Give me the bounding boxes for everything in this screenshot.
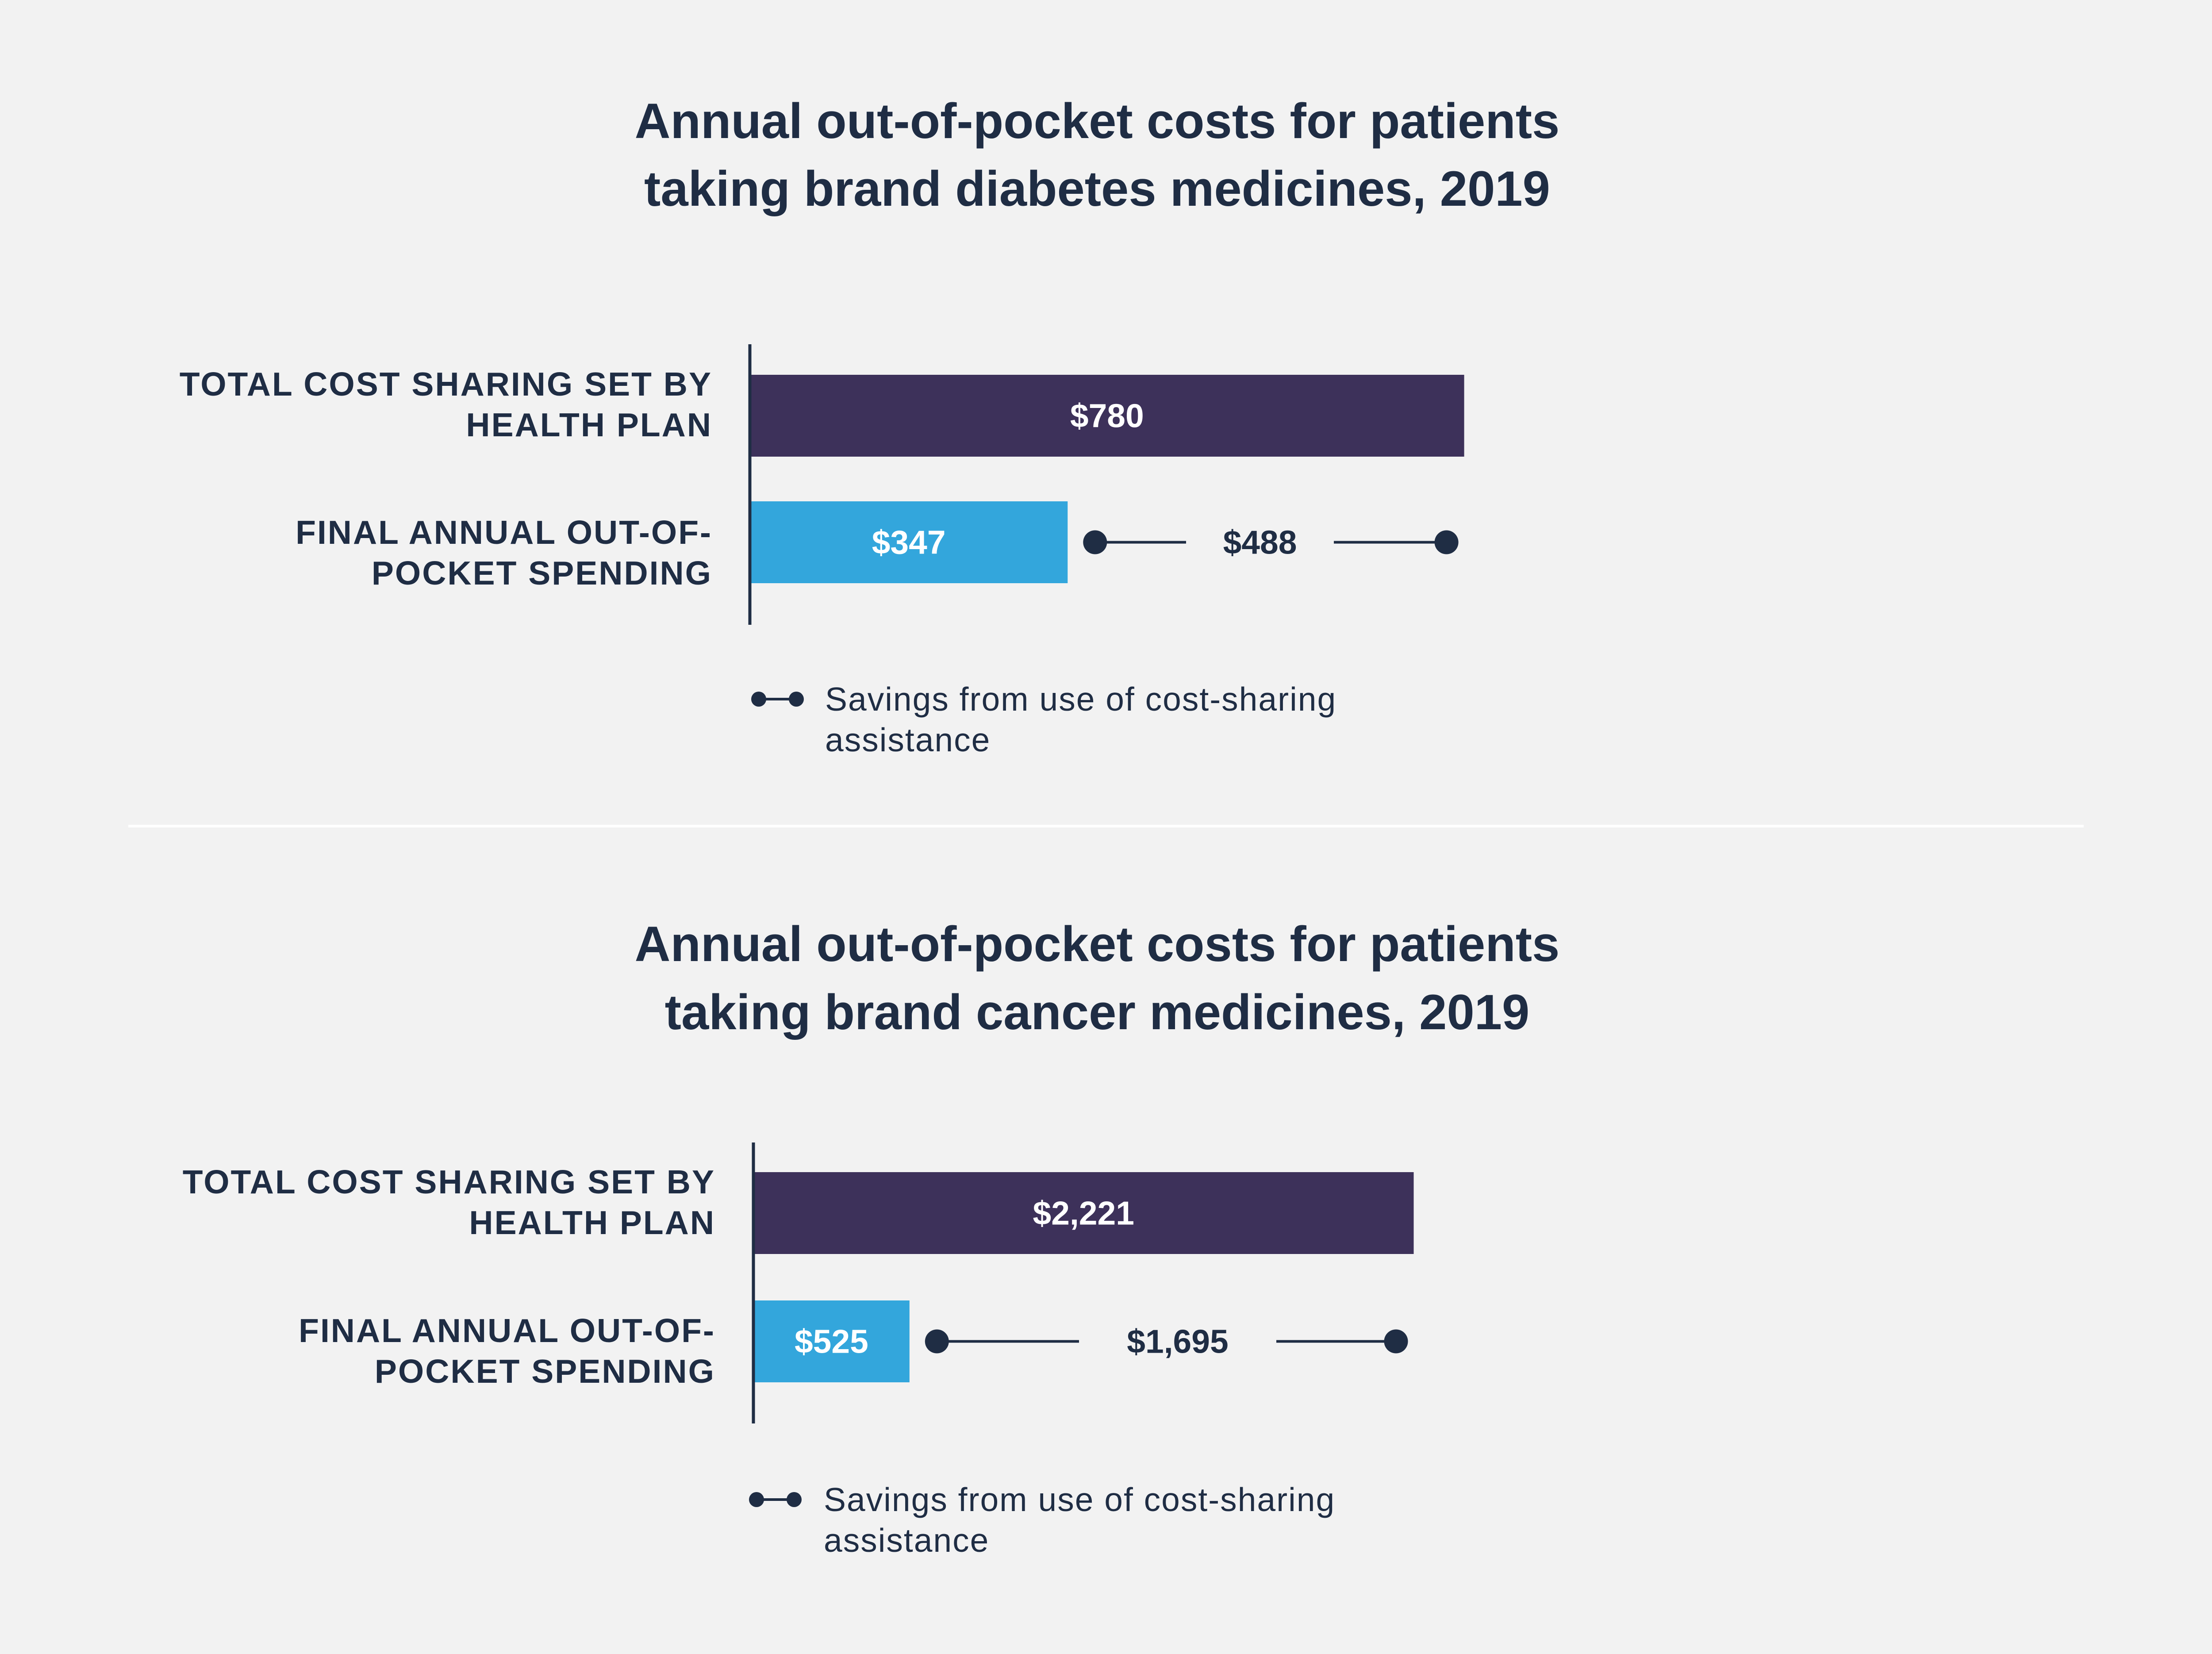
category-label: POCKET SPENDING xyxy=(372,554,712,592)
legend-label: assistance xyxy=(825,721,991,758)
legend-dot xyxy=(751,692,766,707)
total-cost-bar xyxy=(750,375,1464,457)
savings-start-dot xyxy=(1083,530,1107,554)
savings-value-label: $1,695 xyxy=(1127,1323,1228,1360)
total-cost-bar xyxy=(753,1172,1414,1254)
savings-end-dot xyxy=(1384,1329,1408,1354)
category-label: POCKET SPENDING xyxy=(375,1353,715,1390)
legend-dot xyxy=(789,692,804,707)
category-label: HEALTH PLAN xyxy=(469,1204,715,1241)
chart-title-line: Annual out-of-pocket costs for patients xyxy=(635,916,1560,972)
savings-value-label: $488 xyxy=(1223,524,1297,561)
category-label: FINAL ANNUAL OUT-OF- xyxy=(296,514,712,551)
legend-dot xyxy=(787,1492,802,1507)
savings-start-dot xyxy=(925,1329,949,1354)
bar-value-label: $780 xyxy=(1070,397,1144,435)
chart-title-line: Annual out-of-pocket costs for patients xyxy=(635,93,1560,149)
category-label: TOTAL COST SHARING SET BY xyxy=(180,365,712,403)
final-spending-bar xyxy=(750,501,1068,583)
cancer-chart: Annual out-of-pocket costs for patients t… xyxy=(183,916,1560,1559)
bar-value-label: $347 xyxy=(872,524,946,561)
bar-value-label: $2,221 xyxy=(1033,1195,1134,1232)
legend-label: Savings from use of cost-sharing xyxy=(825,681,1336,718)
diabetes-chart: Annual out-of-pocket costs for patients t… xyxy=(180,93,1560,758)
chart-title-line: taking brand diabetes medicines, 2019 xyxy=(644,161,1550,216)
bar-value-label: $525 xyxy=(795,1323,868,1360)
section-divider xyxy=(128,825,2084,827)
savings-end-dot xyxy=(1434,530,1459,554)
category-label: HEALTH PLAN xyxy=(466,406,712,443)
legend-dot xyxy=(749,1492,764,1507)
final-spending-bar xyxy=(753,1300,910,1382)
category-label: FINAL ANNUAL OUT-OF- xyxy=(299,1312,715,1349)
legend-label: assistance xyxy=(824,1522,989,1559)
legend-label: Savings from use of cost-sharing xyxy=(824,1481,1335,1518)
chart-title-line: taking brand cancer medicines, 2019 xyxy=(665,985,1530,1040)
category-label: TOTAL COST SHARING SET BY xyxy=(183,1163,715,1200)
